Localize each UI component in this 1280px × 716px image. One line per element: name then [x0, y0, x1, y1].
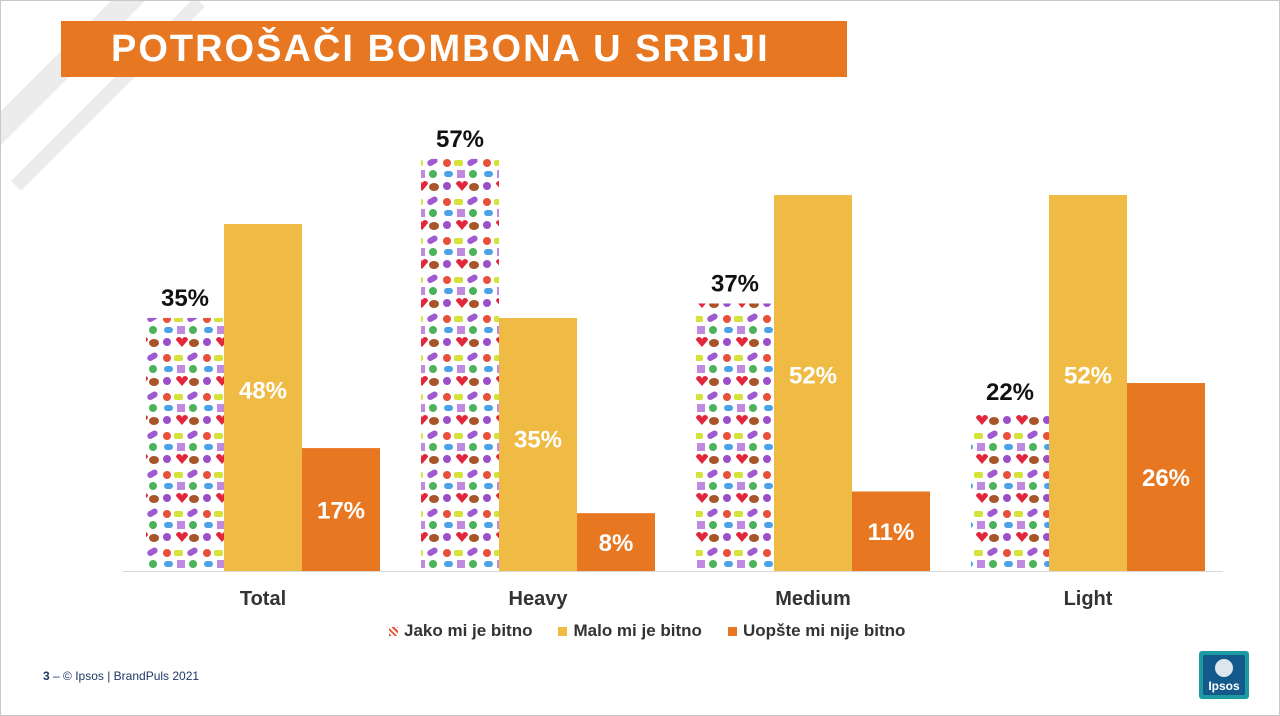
bar-uopste-total: [302, 448, 380, 571]
logo-circle: [1215, 659, 1233, 677]
category-label: Light: [1064, 588, 1113, 610]
legend-label: Malo mi je bitno: [573, 621, 702, 640]
value-label: 35%: [514, 426, 562, 453]
bar-malo-light: [1049, 195, 1127, 572]
category-label: Total: [240, 588, 286, 610]
legend-item-malo: Malo mi je bitno: [558, 621, 702, 641]
legend-swatch-orange: [727, 626, 737, 636]
value-label: 57%: [436, 126, 484, 153]
value-label: 11%: [868, 519, 915, 546]
legend-label: Uopšte mi nije bitno: [742, 621, 906, 640]
value-label: 52%: [1064, 363, 1112, 390]
legend-label: Jako mi je bitno: [404, 621, 533, 640]
legend-swatch-yellow: [558, 626, 568, 636]
legend: Jako mi je bitno Malo mi je bitno Uopšte…: [389, 621, 905, 641]
value-label: 37%: [711, 270, 759, 297]
footer: 3 – © Ipsos | BrandPuls 2021: [43, 669, 199, 683]
ipsos-logo: Ipsos: [1199, 651, 1249, 699]
page-number: 3: [43, 669, 50, 683]
legend-item-jako: Jako mi je bitno: [389, 621, 532, 641]
value-label: 8%: [599, 530, 634, 557]
value-label: 22%: [986, 379, 1034, 406]
page-title: POTROŠAČI BOMBONA U SRBIJI: [111, 27, 770, 70]
bar-malo-medium: [774, 195, 852, 572]
legend-item-uopste: Uopšte mi nije bitno: [727, 621, 906, 641]
bar-uopste-light: [1127, 383, 1205, 571]
bar-malo-total: [224, 223, 302, 571]
value-label: 17%: [317, 498, 365, 525]
value-label: 52%: [789, 363, 837, 390]
footer-text: – © Ipsos | BrandPuls 2021: [53, 669, 200, 683]
bar-jako-medium: [696, 303, 774, 571]
bar-jako-total: [146, 317, 224, 571]
bar-uopste-medium: [852, 491, 930, 571]
legend-swatch-candy: [389, 626, 398, 636]
logo-text: Ipsos: [1208, 679, 1240, 693]
bar-malo-heavy: [499, 317, 577, 571]
value-label: 26%: [1142, 465, 1190, 492]
bar-jako-light: [971, 411, 1049, 571]
bar-uopste-heavy: [577, 513, 655, 571]
title-bar: POTROŠAČI BOMBONA U SRBIJI: [61, 21, 847, 77]
bar-jako-heavy: [421, 158, 499, 571]
category-label: Heavy: [509, 588, 569, 610]
category-label: Medium: [775, 588, 851, 610]
value-label: 48%: [239, 378, 287, 405]
value-label: 35%: [161, 285, 209, 312]
